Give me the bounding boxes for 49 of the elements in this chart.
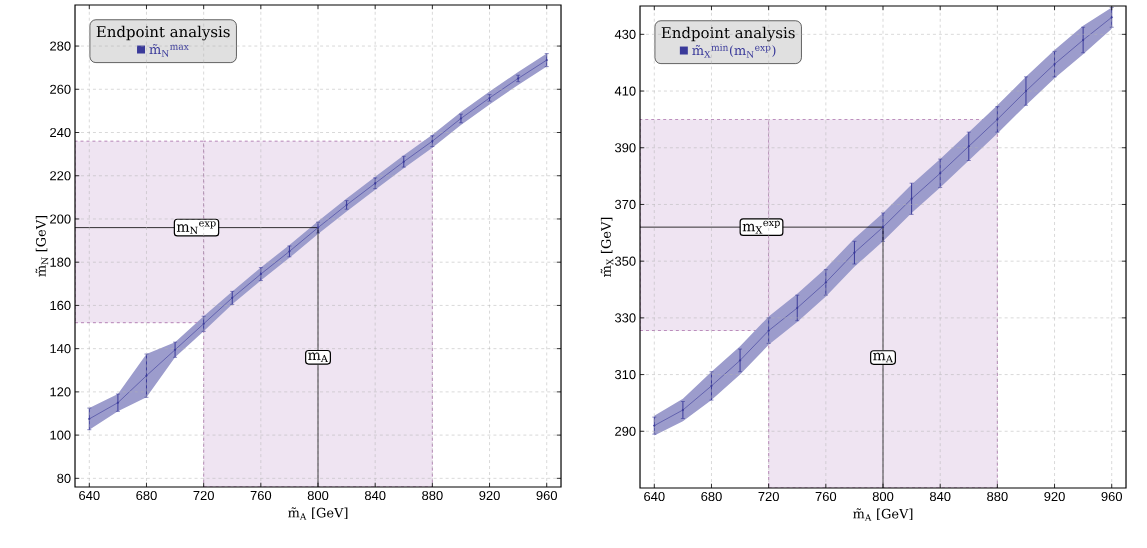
x-tick-label: 680	[136, 490, 157, 501]
x-tick-label: 640	[79, 490, 100, 501]
y-axis-title: m̃$_{X}$ [GeV]	[600, 217, 614, 277]
x-tick-label: 880	[422, 490, 443, 501]
y-tick-label: 290	[615, 426, 636, 436]
x-tick-label: 800	[872, 491, 894, 502]
x-tick-label: 920	[479, 490, 500, 501]
legend-title: Endpoint analysis	[661, 26, 795, 42]
x-tick-label: 760	[815, 491, 837, 502]
x-axis-title: m̃$_{A}$ [GeV]	[288, 507, 348, 520]
y-axis-title: m̃$_{N}$ [GeV]	[35, 215, 49, 277]
y-tick-label: 310	[614, 369, 636, 380]
x-tick-label: 760	[250, 490, 272, 501]
ref-line-label: m$_{N}$exp	[176, 221, 216, 234]
y-tick-label: 370	[614, 199, 636, 210]
ref-line-label: m$_{A}$	[308, 352, 328, 363]
x-tick-label: 880	[987, 491, 1008, 502]
y-tick-label: 180	[50, 257, 71, 267]
y-tick-label: 410	[614, 86, 636, 96]
y-tick-label: 160	[50, 300, 71, 311]
y-tick-label: 200	[50, 214, 71, 224]
x-tick-label: 680	[701, 491, 722, 502]
x-tick-label: 920	[1044, 491, 1065, 502]
x-tick-label: 960	[536, 490, 558, 501]
x-tick-label: 960	[1101, 491, 1123, 502]
y-tick-label: 430	[614, 29, 636, 39]
x-tick-label: 720	[193, 490, 214, 501]
ref-line-label: m$_{A}$	[873, 352, 893, 363]
ref-line-label: m$_{X}$exp	[742, 220, 780, 234]
y-tick-label: 240	[50, 127, 71, 138]
x-tick-label: 840	[929, 491, 951, 502]
x-tick-label: 640	[644, 491, 665, 502]
y-tick-label: 220	[50, 171, 71, 181]
x-tick-label: 800	[307, 490, 329, 501]
y-tick-label: 350	[614, 256, 636, 266]
y-tick-label: 140	[50, 344, 71, 354]
x-tick-label: 840	[364, 490, 386, 501]
y-tick-label: 330	[614, 313, 636, 323]
text: m̃$_{X}$$^{min}$(m$_{N}$$^{exp}$)	[692, 44, 776, 58]
y-tick-label: 100	[50, 430, 71, 440]
y-tick-label: 120	[50, 387, 71, 397]
y-tick-label: 280	[50, 41, 71, 51]
text: m̃$_{N}$max	[149, 43, 189, 57]
x-tick-label: 720	[758, 491, 779, 502]
x-axis-title: m̃$_{A}$ [GeV]	[853, 508, 913, 521]
legend-title: Endpoint analysis	[96, 25, 230, 41]
y-tick-label: 260	[50, 84, 71, 94]
y-tick-label: 390	[614, 143, 636, 153]
y-tick-label: 80	[57, 473, 71, 483]
